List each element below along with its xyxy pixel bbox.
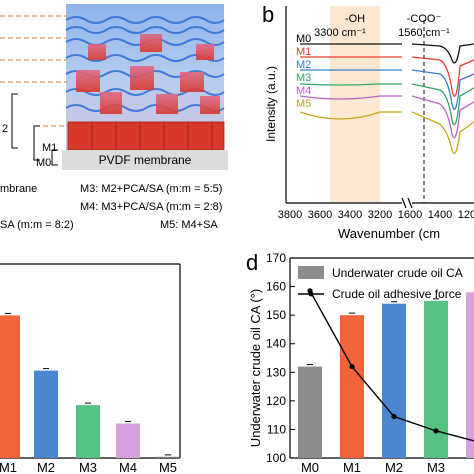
bar-m3 — [76, 405, 100, 458]
legend-membrane-cut: mbrane — [0, 183, 37, 195]
panel-b-axes — [285, 6, 474, 209]
ytick-label: 130 — [266, 365, 286, 379]
bar-m1 — [0, 315, 20, 458]
layer-label-2: 2 — [2, 123, 8, 135]
panel-c: M1 M2 M3 M4 M5 — [0, 263, 181, 474]
legend-bar-label: Underwater crude oil CA — [332, 266, 463, 280]
legend-m4: M4: M3+PCA/SA (m:m = 2:8) — [80, 201, 222, 213]
series-label-m5: M5 — [296, 98, 311, 110]
xtick: M3 — [79, 460, 97, 474]
ytick-label: 170 — [266, 251, 286, 265]
xtick: 3600 — [308, 209, 332, 221]
xtick: 1400 — [428, 209, 452, 221]
line-point — [391, 413, 397, 420]
panel-c-bars — [0, 312, 180, 458]
spectrum-m5 — [299, 111, 474, 155]
line-point — [433, 428, 439, 434]
bar-m4 — [116, 423, 140, 458]
series-label-m4: M4 — [296, 85, 311, 97]
bar-m2 — [382, 303, 406, 458]
panel-a-brackets — [11, 93, 58, 166]
series-label-m0: M0 — [296, 33, 311, 45]
xtick: 3400 — [338, 209, 362, 221]
xtick: 3800 — [278, 209, 302, 221]
xtick: M2 — [37, 460, 55, 474]
panel-d-letter: d — [246, 250, 258, 275]
bar-m1 — [340, 315, 364, 458]
panel-b-xlabel: Wavenumber (cm — [338, 226, 440, 241]
panel-d-bars — [298, 292, 474, 458]
legend-m5: M5: M4+SA — [160, 219, 218, 231]
annot-coo-value: 1560 cm⁻¹ — [398, 27, 450, 39]
panel-a-guides — [0, 15, 68, 127]
layer-label-m1: M1 — [42, 142, 57, 154]
pvdf-membrane-label: PVDF membrane — [99, 153, 192, 167]
panel-b-letter: b — [262, 2, 274, 27]
bar-m0 — [298, 366, 322, 458]
line-point — [349, 363, 355, 370]
spectrum-m2 — [300, 69, 474, 110]
panel-d-legend: Underwater crude oil CA Crude oil adhesi… — [298, 266, 463, 301]
annot-oh: -OH — [345, 13, 365, 25]
ytick-label: 150 — [266, 308, 286, 322]
bar-m2 — [34, 370, 58, 458]
ytick-label: 120 — [266, 394, 286, 408]
panel-c-xlabels: M1 M2 M3 M4 M5 — [0, 460, 177, 474]
legend-swatch-marker — [308, 291, 314, 297]
series-label-m3: M3 — [296, 72, 311, 84]
ytick-label: 140 — [266, 337, 286, 351]
xtick: M3 — [427, 460, 445, 474]
annot-coo: -COO⁻ — [407, 13, 442, 25]
bar-m5 — [156, 456, 180, 458]
ytick-label: 100 — [266, 451, 286, 465]
annot-oh-value: 3300 cm⁻¹ — [314, 27, 366, 39]
bar-m3 — [424, 300, 448, 458]
panel-d-line — [307, 288, 474, 442]
panel-b-xticks: 3800 3600 3400 3200 1600 1400 1200 — [278, 209, 474, 221]
panel-d-yticks: 100 110 120 130 140 150 160 170 — [266, 251, 295, 465]
panel-b-ylabel: Intensity (a.u.) — [264, 66, 278, 142]
xtick: 1200 — [458, 209, 474, 221]
ytick-label: 160 — [266, 280, 286, 294]
xtick: M1 — [343, 460, 361, 474]
panel-d-ylabel: Underwater crude oil CA (°) — [248, 289, 263, 447]
xtick: 3200 — [368, 209, 392, 221]
panel-a: 2 M1 M0 — [0, 4, 228, 231]
ytick-label: 110 — [267, 422, 286, 436]
xtick: M2 — [385, 460, 403, 474]
cubes-m1 — [67, 121, 225, 151]
spectrum-m3 — [299, 83, 474, 126]
xtick: M4 — [119, 460, 137, 474]
bar-m4 — [466, 292, 474, 458]
xtick: M5 — [159, 460, 177, 474]
spectra — [299, 43, 474, 155]
xtick: 1600 — [398, 209, 422, 221]
xtick: M0 — [301, 460, 319, 474]
series-label-m1: M1 — [296, 46, 311, 58]
pvdf-membrane-base — [62, 150, 228, 170]
panel-b: b -OH 3300 cm⁻¹ -COO⁻ 1560 cm⁻¹ Intensit… — [262, 2, 474, 241]
legend-sa-cut: SA (m:m = 8:2) — [0, 219, 74, 231]
spectrum-m1 — [300, 56, 474, 97]
legend-line-label: Crude oil adhesive force — [332, 287, 462, 301]
legend-swatch-bar — [298, 266, 324, 279]
xtick: M1 — [0, 460, 17, 474]
cubes-upper — [76, 34, 220, 114]
legend-m3: M3: M2+PCA/SA (m:m = 5:5) — [80, 183, 222, 195]
series-label-m2: M2 — [296, 59, 311, 71]
spectrum-m4 — [299, 95, 474, 139]
panel-d-xlabels: M0 M1 M2 M3 — [301, 460, 445, 474]
panel-d: d Underwater crude oil CA (°) 1001101201… — [246, 250, 474, 474]
layer-label-m0: M0 — [36, 157, 51, 169]
oh-band — [330, 6, 380, 202]
spectrum-m0 — [300, 43, 474, 64]
